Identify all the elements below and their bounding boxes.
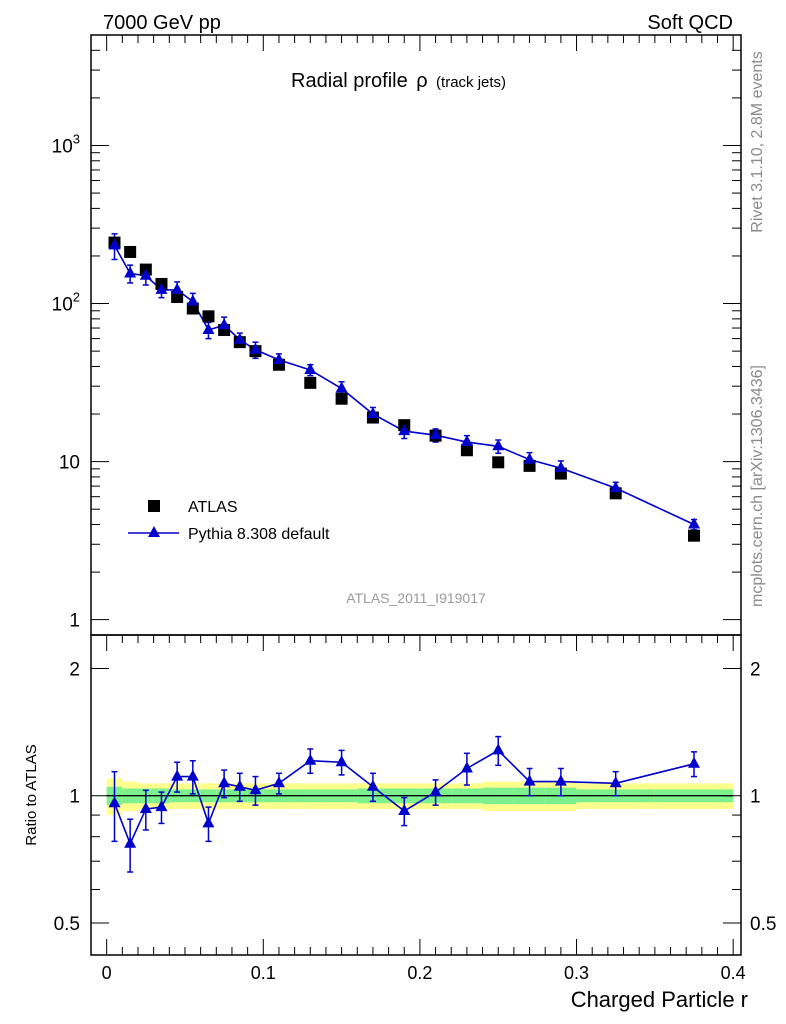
atlas-data-point	[202, 310, 215, 323]
atlas-data-point	[124, 245, 137, 258]
mcplots-label: mcplots.cern.ch [arXiv:1306.3436]	[749, 365, 766, 607]
ratio-data-point	[139, 802, 152, 814]
y-tick-label: 1	[69, 611, 80, 632]
plot-title-suffix: (track jets)	[436, 74, 506, 91]
ratio-data-point	[460, 761, 473, 773]
ratio-data-point	[272, 776, 285, 788]
ratio-data-point	[249, 783, 262, 795]
ratio-data-point	[523, 774, 536, 786]
mc-data-point	[304, 362, 317, 374]
mc-data-point	[218, 318, 231, 330]
plot-title-symbol: ρ	[416, 70, 427, 92]
y-tick-label: 2	[69, 659, 80, 680]
mc-data-point	[186, 294, 199, 306]
mc-data-point	[124, 266, 137, 278]
plot-title-main: Radial profile	[291, 70, 408, 92]
mc-data-point	[429, 428, 442, 440]
mc-data-point	[202, 323, 215, 335]
legend-mc-label: Pythia 8.308 default	[188, 526, 330, 543]
ratio-data-point	[554, 774, 567, 786]
y-tick-label: 1	[69, 787, 80, 808]
ratio-data-point	[218, 776, 231, 788]
y-tick-label-right: 2	[750, 659, 761, 680]
ratio-data-point	[202, 816, 215, 828]
mc-data-point	[233, 332, 246, 344]
atlas-data-point	[492, 456, 505, 469]
y-tick-label: 0.5	[54, 914, 80, 935]
mc-data-point	[249, 342, 262, 354]
mc-series-line	[113, 245, 695, 526]
ratio-data-point	[171, 769, 184, 781]
mc-data-point	[155, 282, 168, 294]
legend-atlas-label: ATLAS	[188, 499, 238, 516]
x-tick-label: 0.1	[251, 963, 276, 983]
atlas-data-point	[688, 529, 701, 542]
mc-data-point	[460, 435, 473, 447]
ratio-data-point	[155, 800, 168, 812]
ratio-data-point	[366, 779, 379, 791]
header-left: 7000 GeV pp	[103, 12, 221, 34]
header-right: Soft QCD	[647, 12, 733, 34]
ratio-data-point	[688, 756, 701, 768]
x-tick-label: 0.2	[407, 963, 432, 983]
main-plot-frame	[90, 34, 742, 636]
ratio-data-point	[492, 743, 505, 755]
main-plot-ticks: 1 10 102 103	[52, 34, 741, 632]
mc-data-point	[523, 452, 536, 464]
ratio-series-line	[113, 749, 695, 846]
ratio-data-point	[429, 785, 442, 797]
mc-data-point	[171, 282, 184, 294]
ratio-plot-ticks: 0 0.1 0.2 0.3 0.4 0.5 0.5 1 1 2 2	[54, 635, 776, 983]
rivet-label: Rivet 3.1.10, 2.8M events	[749, 51, 766, 232]
ratio-panel: 0 0.1 0.2 0.3 0.4 0.5 0.5 1 1 2 2 Ratio to ATLAS C…	[23, 634, 776, 1012]
ratio-data-point	[304, 753, 317, 765]
x-tick-label: 0.3	[564, 963, 589, 983]
ratio-data-point	[124, 836, 137, 848]
mc-data-point	[366, 407, 379, 419]
atlas-data-point	[186, 302, 199, 315]
y-tick-label: 102	[52, 290, 80, 316]
ratio-data-point	[233, 779, 246, 791]
analysis-watermark: ATLAS_2011_I919017	[346, 590, 486, 606]
x-tick-label: 0.4	[721, 963, 746, 983]
ratio-data-point	[335, 755, 348, 767]
legend: ATLAS Pythia 8.308 default	[128, 499, 330, 543]
atlas-data-point	[171, 291, 184, 304]
atlas-data-point	[335, 392, 348, 405]
mc-data-point	[108, 238, 121, 250]
mc-data-point	[139, 268, 152, 280]
y-tick-label: 10	[59, 453, 80, 474]
ratio-data-point	[108, 796, 121, 808]
ratio-data-point	[398, 804, 411, 816]
plot-title: Radial profile ρ (track jets)	[291, 70, 506, 92]
mc-data-point	[609, 481, 622, 493]
y-tick-label-right: 1	[750, 787, 761, 808]
mc-data-point	[335, 381, 348, 393]
mc-data-point	[272, 352, 285, 364]
data-uncertainty-band	[106, 778, 734, 816]
ratio-data-point	[186, 769, 199, 781]
atlas-data-point	[304, 376, 317, 389]
mc-data-point	[554, 461, 567, 473]
ratio-y-axis-label: Ratio to ATLAS	[23, 744, 40, 845]
mc-data-point	[492, 439, 505, 451]
legend-mc-marker	[148, 526, 160, 537]
mc-data-point	[688, 517, 701, 529]
y-tick-label-right: 0.5	[750, 914, 776, 935]
atlas-data-point	[460, 444, 473, 457]
y-tick-label: 103	[52, 131, 80, 157]
x-axis-label: Charged Particle r	[571, 987, 748, 1012]
ratio-data-point	[609, 776, 622, 788]
x-tick-label: 0	[102, 963, 112, 983]
mc-data-point	[398, 424, 411, 436]
legend-atlas-marker	[148, 500, 160, 512]
ratio-plot-frame	[90, 634, 742, 956]
